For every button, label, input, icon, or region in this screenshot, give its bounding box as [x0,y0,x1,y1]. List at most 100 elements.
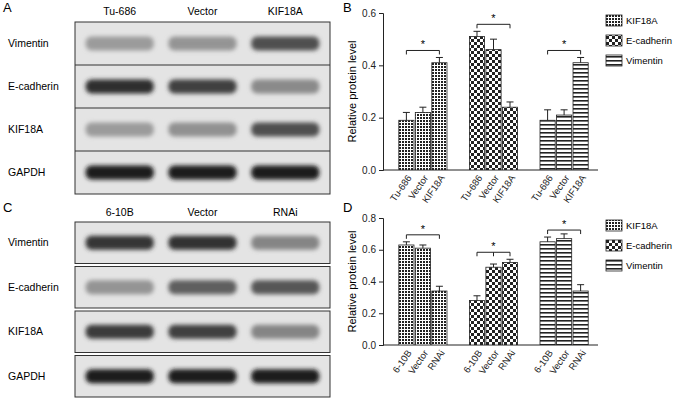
row-label: E-cadherin [8,281,59,293]
error-bar-cap [419,107,426,108]
legend-label: KIF18A [626,220,658,231]
blot-band [168,166,236,180]
blot-band [168,236,236,250]
error-bar-cap [473,295,480,296]
blot-frame [75,267,330,309]
y-axis: 0.00.20.40.6 [362,8,383,176]
blot-band [168,123,236,137]
bar-series [399,242,447,345]
error-bar [561,234,568,239]
error-bar-stem [580,57,581,62]
blot-band [251,166,319,180]
bracket-tick [476,252,477,256]
blot-band [251,123,319,137]
blot-band [86,325,154,339]
error-bar-cap [577,57,584,58]
bar [540,242,555,345]
bracket-tick [406,50,407,54]
significance-label: * [491,240,496,252]
bar [399,120,414,170]
blot-band [86,37,154,51]
bar [415,112,430,170]
x-tick-label: RNAi [425,348,447,372]
error-bar-cap [507,101,514,102]
row-label: KIF18A [8,325,43,337]
blot-panel: ATu-686VectorKIF18AVimentinE-cadherinKIF… [3,0,330,194]
blot-band [86,123,154,137]
legend-swatch [606,55,622,66]
blot-frame [75,311,330,353]
error-bar [577,57,584,62]
error-bar-cap [403,112,410,113]
x-tick-label: KIF18A [490,172,518,205]
blot-frame [75,356,330,398]
significance-bracket: * [406,38,439,54]
blot-band [86,236,154,250]
bracket-tick [547,230,548,234]
bar [432,63,447,170]
blot-band [86,280,154,294]
bar [540,120,555,170]
error-bar [507,259,514,262]
bracket-tick [493,252,494,256]
significance-label: * [421,38,426,50]
y-tick: 0.4 [362,276,383,287]
significance-bracket: * [548,38,581,54]
row-label: E-cadherin [8,80,59,92]
error-bar-cap [419,244,426,245]
error-bar-stem [493,39,494,49]
error-bar-stem [510,102,511,107]
legend-label: E-cadherin [626,240,672,251]
y-tick: 0.6 [362,244,383,255]
y-axis-title: Relative protein level [346,40,358,142]
bar [469,37,484,170]
plot-marks [399,234,588,345]
error-bar [561,110,568,115]
y-tick-mark [379,218,383,219]
lane-label: KIF18A [268,5,303,17]
blot-band [251,369,319,383]
bar [557,239,572,345]
lane-label: Vector [188,206,218,218]
y-tick-mark [379,345,383,346]
y-tick-mark [379,118,383,119]
blot-band [251,80,319,94]
figure: B0.00.20.40.6Relative protein levelTu-68… [0,0,684,403]
significance-bracket: * [548,218,581,234]
y-tick: 0.8 [362,213,383,224]
y-axis-line [379,14,384,171]
y-tick-label: 0.2 [362,308,376,319]
blot-band [86,166,154,180]
y-tick-mark [379,282,383,283]
x-tick-label: Vector [406,348,430,376]
blot-band [86,80,154,94]
x-tick-label: Vector [547,348,571,376]
bar-series [399,57,447,170]
error-bar [507,102,514,107]
error-bar-cap [490,39,497,40]
y-tick: 0.4 [362,60,383,71]
lane-label: RNAi [273,206,298,218]
legend-swatch [606,220,622,231]
error-bar-stem [547,237,548,242]
chart-panel: D0.00.20.40.60.8Relative protein level6-… [343,200,672,376]
legend-swatch [606,240,622,251]
significance-label: * [421,223,426,235]
legend-swatch [606,260,622,271]
lane-label: Tu-686 [103,5,136,17]
lane-label: Vector [188,5,218,17]
error-bar-stem [406,112,407,120]
error-bar-cap [473,31,480,32]
legend-label: Vimentin [626,55,663,66]
blot-band [168,280,236,294]
y-tick-label: 0.0 [362,340,376,351]
bar [502,107,517,170]
y-tick: 0.2 [362,112,383,123]
error-bar [436,57,443,62]
x-tick-label: KIF18A [420,172,448,205]
bracket-tick [580,50,581,54]
legend: KIF18AE-cadherinVimentin [606,15,672,66]
error-bar [419,245,426,248]
bar-series [469,259,517,345]
legend-swatch [606,35,622,46]
